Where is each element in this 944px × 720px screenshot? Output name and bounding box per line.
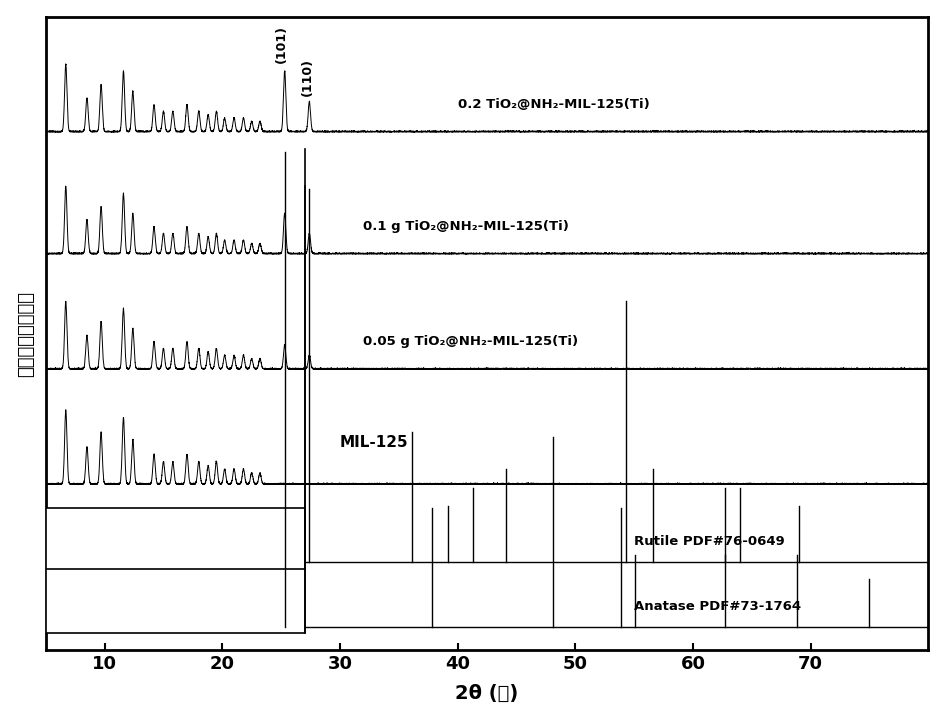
Text: (101): (101) [275, 24, 287, 63]
Text: 0.1 g TiO₂@NH₂-MIL-125(Ti): 0.1 g TiO₂@NH₂-MIL-125(Ti) [363, 220, 569, 233]
Text: Anatase PDF#73-1764: Anatase PDF#73-1764 [633, 600, 801, 613]
Text: Rutile PDF#76-0649: Rutile PDF#76-0649 [633, 535, 784, 549]
Text: 0.2 TiO₂@NH₂-MIL-125(Ti): 0.2 TiO₂@NH₂-MIL-125(Ti) [457, 98, 649, 111]
Y-axis label: 强度（任意单位）: 强度（任意单位） [17, 290, 35, 377]
Text: 0.05 g TiO₂@NH₂-MIL-125(Ti): 0.05 g TiO₂@NH₂-MIL-125(Ti) [363, 336, 578, 348]
Text: MIL-125: MIL-125 [340, 435, 408, 450]
Text: (110): (110) [300, 58, 313, 96]
X-axis label: 2θ (度): 2θ (度) [455, 684, 518, 703]
Bar [45, 566, 304, 634]
Bar [45, 508, 304, 569]
